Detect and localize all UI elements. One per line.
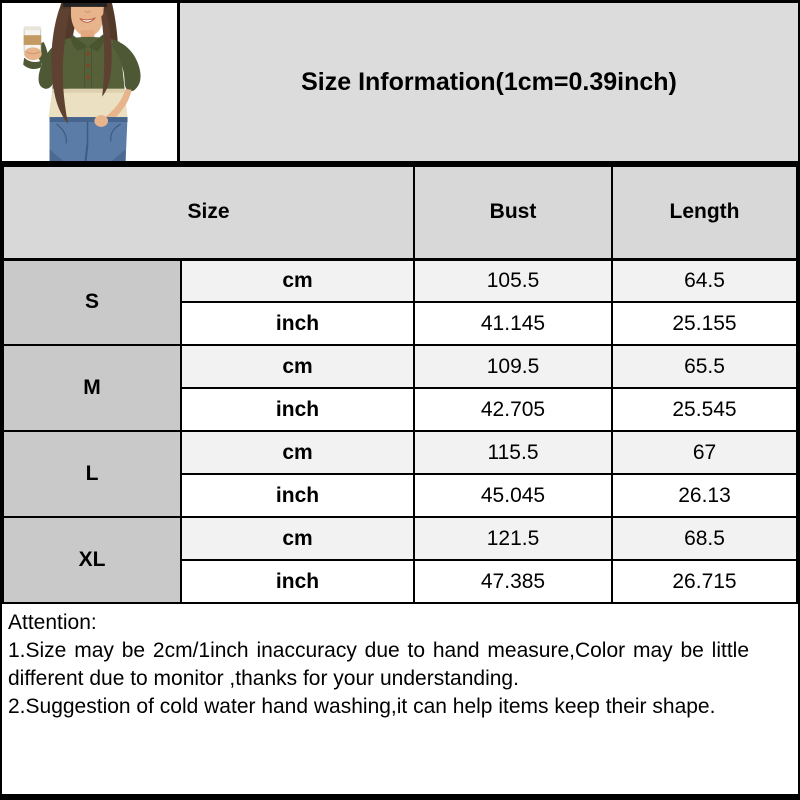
table-row: inch 45.045 26.13 bbox=[3, 473, 798, 518]
size-label-m: M bbox=[2, 344, 182, 432]
title-band: Size Information(1cm=0.39inch) bbox=[180, 3, 798, 161]
unit-label: cm bbox=[180, 344, 415, 389]
length-value: 25.545 bbox=[611, 387, 798, 432]
bust-value: 41.145 bbox=[413, 301, 613, 346]
size-table: Size Bust Length S cm 105.5 64.5 inch 41… bbox=[2, 165, 798, 604]
model-illustration bbox=[2, 3, 177, 161]
size-label-xl: XL bbox=[2, 516, 182, 604]
table-row: XL cm 121.5 68.5 bbox=[2, 516, 798, 604]
size-label-l: L bbox=[2, 430, 182, 518]
length-column-header: Length bbox=[611, 165, 798, 261]
bust-value: 105.5 bbox=[413, 258, 613, 303]
table-row: S cm 105.5 64.5 bbox=[2, 258, 798, 346]
bust-column-header: Bust bbox=[413, 165, 613, 261]
table-row: inch 41.145 25.155 bbox=[3, 301, 798, 346]
notes-heading: Attention: bbox=[8, 611, 97, 634]
length-value: 26.715 bbox=[611, 559, 798, 604]
table-header-row: Size Bust Length bbox=[2, 165, 798, 261]
top-band: Size Information(1cm=0.39inch) bbox=[2, 3, 798, 165]
product-photo bbox=[2, 3, 180, 161]
bust-value: 47.385 bbox=[413, 559, 613, 604]
unit-label: inch bbox=[180, 559, 415, 604]
table-row: inch 47.385 26.715 bbox=[3, 559, 798, 604]
bust-value: 42.705 bbox=[413, 387, 613, 432]
unit-label: inch bbox=[180, 473, 415, 518]
length-value: 26.13 bbox=[611, 473, 798, 518]
unit-label: cm bbox=[180, 516, 415, 561]
page-title: Size Information(1cm=0.39inch) bbox=[301, 67, 677, 96]
length-value: 65.5 bbox=[611, 344, 798, 389]
bust-value: 115.5 bbox=[413, 430, 613, 475]
attention-notes: Attention: 1.Size may be 2cm/1inch inacc… bbox=[2, 604, 798, 794]
note-line: 1.Size may be 2cm/1inch inaccuracy due t… bbox=[8, 639, 750, 662]
bust-value: 109.5 bbox=[413, 344, 613, 389]
unit-label: cm bbox=[180, 430, 415, 475]
size-label-s: S bbox=[2, 258, 182, 346]
length-value: 25.155 bbox=[611, 301, 798, 346]
note-line: different due to monitor ,thanks for you… bbox=[8, 667, 519, 690]
length-value: 67 bbox=[611, 430, 798, 475]
length-value: 68.5 bbox=[611, 516, 798, 561]
table-row: M cm 109.5 65.5 bbox=[2, 344, 798, 432]
size-column-header: Size bbox=[2, 165, 415, 261]
unit-label: cm bbox=[180, 258, 415, 303]
unit-label: inch bbox=[180, 387, 415, 432]
bust-value: 121.5 bbox=[413, 516, 613, 561]
length-value: 64.5 bbox=[611, 258, 798, 303]
bust-value: 45.045 bbox=[413, 473, 613, 518]
unit-label: inch bbox=[180, 301, 415, 346]
table-row: L cm 115.5 67 bbox=[2, 430, 798, 518]
table-row: inch 42.705 25.545 bbox=[3, 387, 798, 432]
note-line: 2.Suggestion of cold water hand washing,… bbox=[8, 695, 716, 718]
